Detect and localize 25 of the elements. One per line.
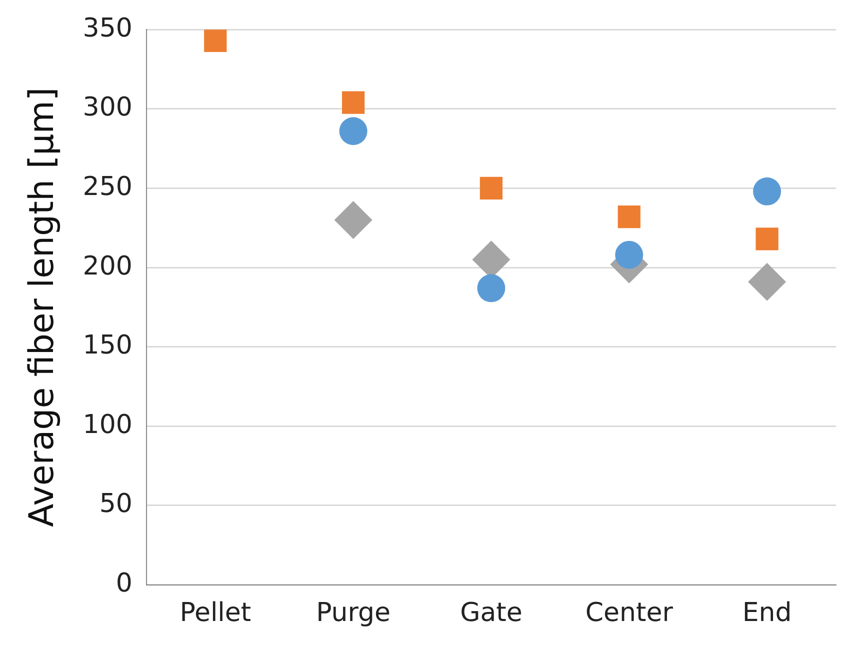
point — [748, 262, 786, 301]
point — [339, 117, 368, 146]
y-tick-label: 250 — [82, 172, 132, 202]
y-tick-label: 150 — [82, 330, 132, 361]
point — [342, 91, 365, 114]
x-tick-label: Gate — [460, 598, 522, 628]
point — [753, 177, 782, 206]
x-tick-label: End — [742, 598, 792, 628]
x-tick-label: Purge — [316, 598, 391, 628]
y-tick-label: 100 — [82, 410, 132, 440]
y-tick-label: 200 — [82, 251, 132, 282]
y-tick-label: 350 — [82, 13, 132, 44]
y-tick-label: 0 — [116, 568, 132, 599]
point — [615, 240, 644, 269]
y-axis-title: Average fiber length [µm] — [22, 87, 62, 527]
x-tick-label: Pellet — [180, 598, 252, 628]
point — [204, 30, 227, 52]
point — [480, 176, 503, 200]
y-tick-label: 50 — [99, 489, 132, 520]
point — [334, 200, 372, 239]
x-tick-label: Center — [585, 598, 674, 628]
point — [618, 205, 640, 228]
y-tick-label: 300 — [82, 92, 132, 123]
point — [477, 274, 506, 302]
point — [756, 228, 778, 250]
